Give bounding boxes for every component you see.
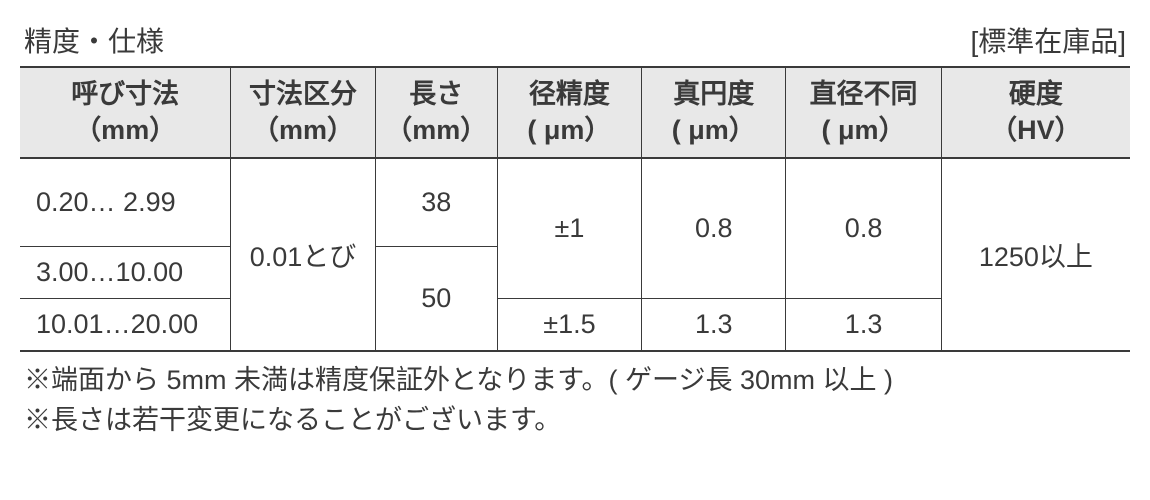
cell-nominal: 0.20… 2.99 xyxy=(20,158,231,247)
table-header-row: 呼び寸法 （mm） 寸法区分 （mm） 長さ （mm） 径精度 ( μm） 真円… xyxy=(20,67,1130,158)
col-label: 径精度 xyxy=(529,79,610,109)
cell-nominal: 3.00…10.00 xyxy=(20,246,231,298)
cell-diam: ±1 xyxy=(497,158,641,299)
col-nominal: 呼び寸法 （mm） xyxy=(20,67,231,158)
header: 精度・仕様 [標準在庫品] xyxy=(20,20,1130,60)
cell-diff: 0.8 xyxy=(786,158,941,299)
cell-round: 1.3 xyxy=(642,298,786,351)
col-label: 硬度 xyxy=(1009,79,1063,109)
note-line: ※長さは若干変更になることがございます。 xyxy=(24,400,1126,441)
col-label: 寸法区分 xyxy=(249,79,357,109)
page-title: 精度・仕様 xyxy=(24,20,164,60)
cell-diam: ±1.5 xyxy=(497,298,641,351)
table-row: 0.20… 2.99 0.01とび 38 ±1 0.8 0.8 1250以上 xyxy=(20,158,1130,247)
cell-diff: 1.3 xyxy=(786,298,941,351)
col-unit: ( μm） xyxy=(822,115,906,145)
col-label: 長さ xyxy=(409,79,463,109)
col-diff: 直径不同 ( μm） xyxy=(786,67,941,158)
cell-nominal: 10.01…20.00 xyxy=(20,298,231,351)
cell-length: 38 xyxy=(375,158,497,247)
page-subtitle: [標準在庫品] xyxy=(970,20,1126,60)
col-length: 長さ （mm） xyxy=(375,67,497,158)
cell-round: 0.8 xyxy=(642,158,786,299)
col-step: 寸法区分 （mm） xyxy=(231,67,375,158)
col-unit: （mm） xyxy=(385,115,487,145)
col-label: 呼び寸法 xyxy=(71,79,179,109)
col-label: 真円度 xyxy=(673,79,754,109)
cell-length: 50 xyxy=(375,246,497,351)
col-unit: ( μm） xyxy=(672,115,756,145)
cell-hard: 1250以上 xyxy=(941,158,1130,351)
note-line: ※端面から 5mm 未満は精度保証外となります。( ゲージ長 30mm 以上 ) xyxy=(24,360,1126,401)
col-unit: （mm） xyxy=(74,115,176,145)
col-diam: 径精度 ( μm） xyxy=(497,67,641,158)
col-unit: （mm） xyxy=(252,115,354,145)
spec-table: 呼び寸法 （mm） 寸法区分 （mm） 長さ （mm） 径精度 ( μm） 真円… xyxy=(20,66,1130,352)
col-unit: （HV） xyxy=(990,115,1082,145)
col-label: 直径不同 xyxy=(810,79,918,109)
col-round: 真円度 ( μm） xyxy=(642,67,786,158)
notes: ※端面から 5mm 未満は精度保証外となります。( ゲージ長 30mm 以上 )… xyxy=(20,360,1130,441)
col-hard: 硬度 （HV） xyxy=(941,67,1130,158)
col-unit: ( μm） xyxy=(527,115,611,145)
cell-step: 0.01とび xyxy=(231,158,375,351)
